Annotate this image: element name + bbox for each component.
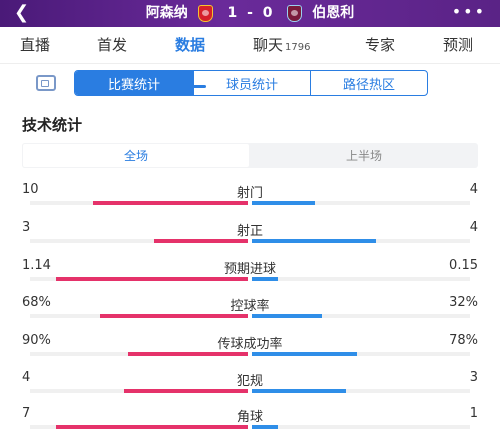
stat-row: 68% 控球率 32% — [0, 295, 500, 325]
home-bar — [93, 201, 248, 205]
stat-name: 射门 — [236, 186, 263, 201]
chat-count: 1796 — [285, 42, 311, 53]
tab-chat[interactable]: 聊天 1796 — [253, 34, 310, 55]
home-bar — [56, 425, 248, 429]
home-team-name: 阿森纳 — [145, 5, 188, 21]
tab-data[interactable]: 数据 — [175, 34, 205, 55]
stat-row: 3 射正 4 — [0, 220, 500, 250]
away-bar — [252, 201, 315, 205]
home-value: 3 — [22, 220, 31, 235]
tab-prediction[interactable]: 预测 — [443, 34, 473, 55]
tab-experts[interactable]: 专家 — [365, 34, 395, 55]
tab-label: 专家 — [365, 36, 396, 54]
stat-name: 预期进球 — [223, 262, 276, 277]
away-value: 32% — [449, 295, 478, 310]
back-icon[interactable]: ❮ — [14, 2, 30, 23]
away-track — [252, 277, 470, 281]
home-value: 10 — [22, 182, 39, 197]
stat-row: 4 犯规 3 — [0, 370, 500, 400]
away-score: 0 — [262, 5, 273, 21]
home-value: 68% — [22, 295, 51, 310]
score-separator: - — [247, 5, 253, 21]
away-bar — [252, 352, 357, 356]
period-first-half[interactable]: 上半场 — [345, 149, 382, 163]
away-track — [252, 201, 470, 205]
stat-row: 10 射门 4 — [0, 182, 500, 212]
stat-row: 1.14 预期进球 0.15 — [0, 258, 500, 288]
tab-lineup[interactable]: 首发 — [97, 34, 127, 55]
subtab-player-stats[interactable]: 球员统计 — [193, 71, 310, 95]
stat-name: 犯规 — [236, 374, 263, 389]
match-header: ❮ 阿森纳 1 - 0 伯恩利 ••• — [0, 0, 500, 27]
score-line: 阿森纳 1 - 0 伯恩利 — [0, 4, 500, 24]
period-toggle: 全场 上半场 — [22, 143, 478, 168]
away-crest-icon — [287, 5, 303, 22]
away-bar — [252, 314, 322, 318]
away-track — [252, 314, 470, 318]
tab-label: 首发 — [97, 36, 128, 54]
home-bar — [154, 239, 248, 243]
tab-live[interactable]: 直播 — [20, 34, 50, 55]
home-crest-icon — [197, 5, 213, 22]
more-options-icon[interactable]: ••• — [451, 2, 486, 21]
share-image-icon[interactable] — [36, 75, 56, 91]
home-bar — [124, 389, 248, 393]
stat-name: 射正 — [236, 224, 263, 239]
subtab-heatmap[interactable]: 路径热区 — [310, 71, 427, 95]
home-value: 4 — [22, 370, 31, 385]
home-bar — [128, 352, 248, 356]
home-bar — [100, 314, 248, 318]
away-bar — [252, 389, 346, 393]
away-value: 0.15 — [449, 258, 478, 273]
tab-label: 直播 — [20, 36, 51, 54]
away-bar — [252, 239, 376, 243]
away-team-name: 伯恩利 — [312, 5, 355, 21]
away-bar — [252, 425, 278, 429]
main-tabs: 直播 首发 数据 聊天 1796 专家 预测 — [0, 27, 500, 88]
stat-row: 90% 传球成功率 78% — [0, 333, 500, 363]
tab-label: 聊天 — [253, 36, 284, 54]
tab-label: 预测 — [443, 36, 474, 54]
section-title: 技术统计 — [22, 116, 83, 134]
home-value: 90% — [22, 333, 51, 348]
home-bar — [56, 277, 248, 281]
away-value: 78% — [449, 333, 478, 348]
away-bar — [252, 277, 278, 281]
subtab-match-stats[interactable]: 比赛统计 — [75, 71, 193, 95]
stat-row: 7 角球 1 — [0, 406, 500, 436]
away-track — [252, 425, 470, 429]
away-value: 1 — [469, 406, 478, 421]
stats-subtabs: 比赛统计 球员统计 路径热区 — [74, 70, 428, 96]
away-value: 3 — [469, 370, 478, 385]
away-value: 4 — [469, 220, 478, 235]
stat-name: 传球成功率 — [217, 337, 283, 352]
period-full-match[interactable]: 全场 — [22, 143, 250, 168]
away-value: 4 — [469, 182, 478, 197]
stat-name: 控球率 — [230, 299, 270, 314]
home-track — [30, 239, 248, 243]
tab-label: 数据 — [175, 36, 206, 54]
stat-name: 角球 — [236, 410, 263, 425]
home-value: 1.14 — [22, 258, 51, 273]
away-track — [252, 389, 470, 393]
away-track — [252, 352, 470, 356]
home-score: 1 — [227, 5, 238, 21]
home-value: 7 — [22, 406, 31, 421]
